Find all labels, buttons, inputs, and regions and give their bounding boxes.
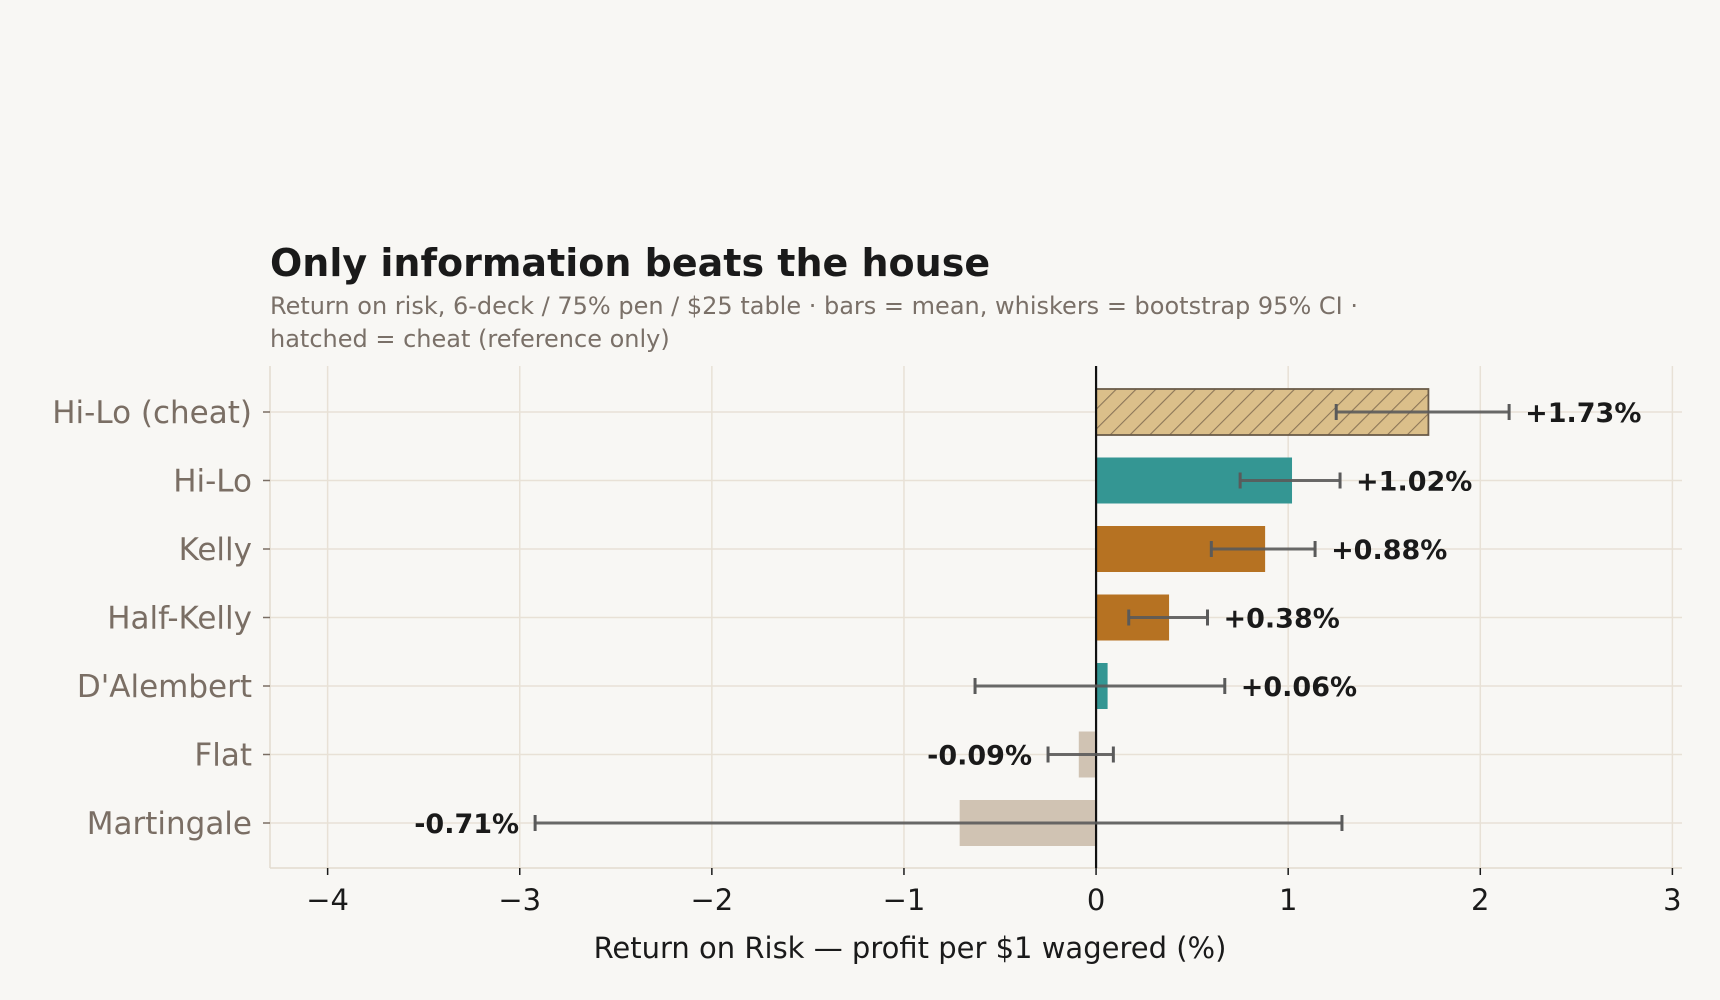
chart-subtitle-line-2: hatched = cheat (reference only) xyxy=(270,325,670,353)
x-tick-label-5: 1 xyxy=(1279,883,1297,917)
y-tick-label-3: Half-Kelly xyxy=(107,601,252,637)
data-label-0: +1.73% xyxy=(1525,398,1641,429)
y-tick-label-0: Hi-Lo (cheat) xyxy=(52,395,252,431)
y-tick-label-4: D'Alembert xyxy=(77,669,252,705)
x-tick-label-2: −2 xyxy=(690,883,733,917)
x-tick-label-4: 0 xyxy=(1087,883,1105,917)
data-label-5: -0.09% xyxy=(927,741,1032,772)
x-tick-label-1: −3 xyxy=(498,883,541,917)
y-tick-label-5: Flat xyxy=(194,738,252,774)
data-label-3: +0.38% xyxy=(1223,604,1339,635)
x-tick-label-0: −4 xyxy=(306,883,349,917)
chart-title: Only information beats the house xyxy=(270,241,990,285)
y-tick-label-2: Kelly xyxy=(179,532,252,568)
x-tick-label-3: −1 xyxy=(883,883,926,917)
data-label-6: -0.71% xyxy=(414,809,519,840)
plot-area: −4 −3 −2 −1 0 1 2 3 Hi-Lo (cheat) Hi-Lo Kelly Half-… xyxy=(52,366,1682,917)
chart-subtitle-line-1: Return on risk, 6-deck / 75% pen / $25 t… xyxy=(270,292,1358,320)
x-axis-label: Return on Risk — profit per $1 wagered (… xyxy=(594,931,1227,965)
data-label-1: +1.02% xyxy=(1356,467,1472,498)
x-tick-label-6: 2 xyxy=(1471,883,1489,917)
x-tick-label-7: 3 xyxy=(1663,883,1681,917)
y-tick-label-1: Hi-Lo xyxy=(173,464,252,500)
y-tick-label-6: Martingale xyxy=(87,806,252,842)
data-label-4: +0.06% xyxy=(1241,672,1357,703)
data-label-2: +0.88% xyxy=(1331,535,1447,566)
